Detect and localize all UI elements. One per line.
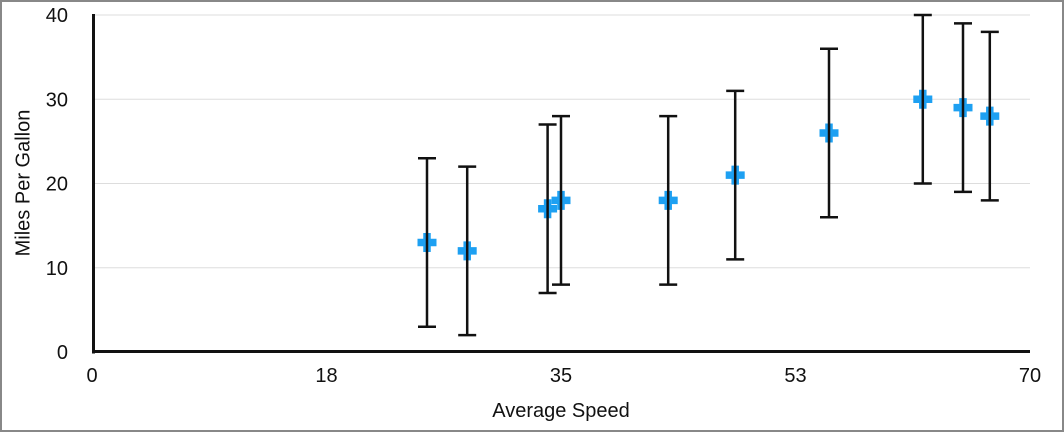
x-tick-label: 35 (550, 365, 572, 387)
x-tick-label: 18 (315, 365, 337, 387)
x-tick-label: 53 (784, 365, 806, 387)
y-tick-label: 40 (46, 5, 68, 27)
x-axis-title: Average Speed (492, 400, 630, 422)
y-tick-label: 20 (46, 174, 68, 196)
y-tick-label: 30 (46, 89, 68, 111)
y-tick-label: 10 (46, 258, 68, 280)
y-axis-title: Miles Per Gallon (12, 109, 35, 257)
x-tick-label: 0 (86, 365, 97, 387)
y-tick-label: 0 (57, 342, 68, 364)
x-tick-label: 70 (1019, 365, 1041, 387)
